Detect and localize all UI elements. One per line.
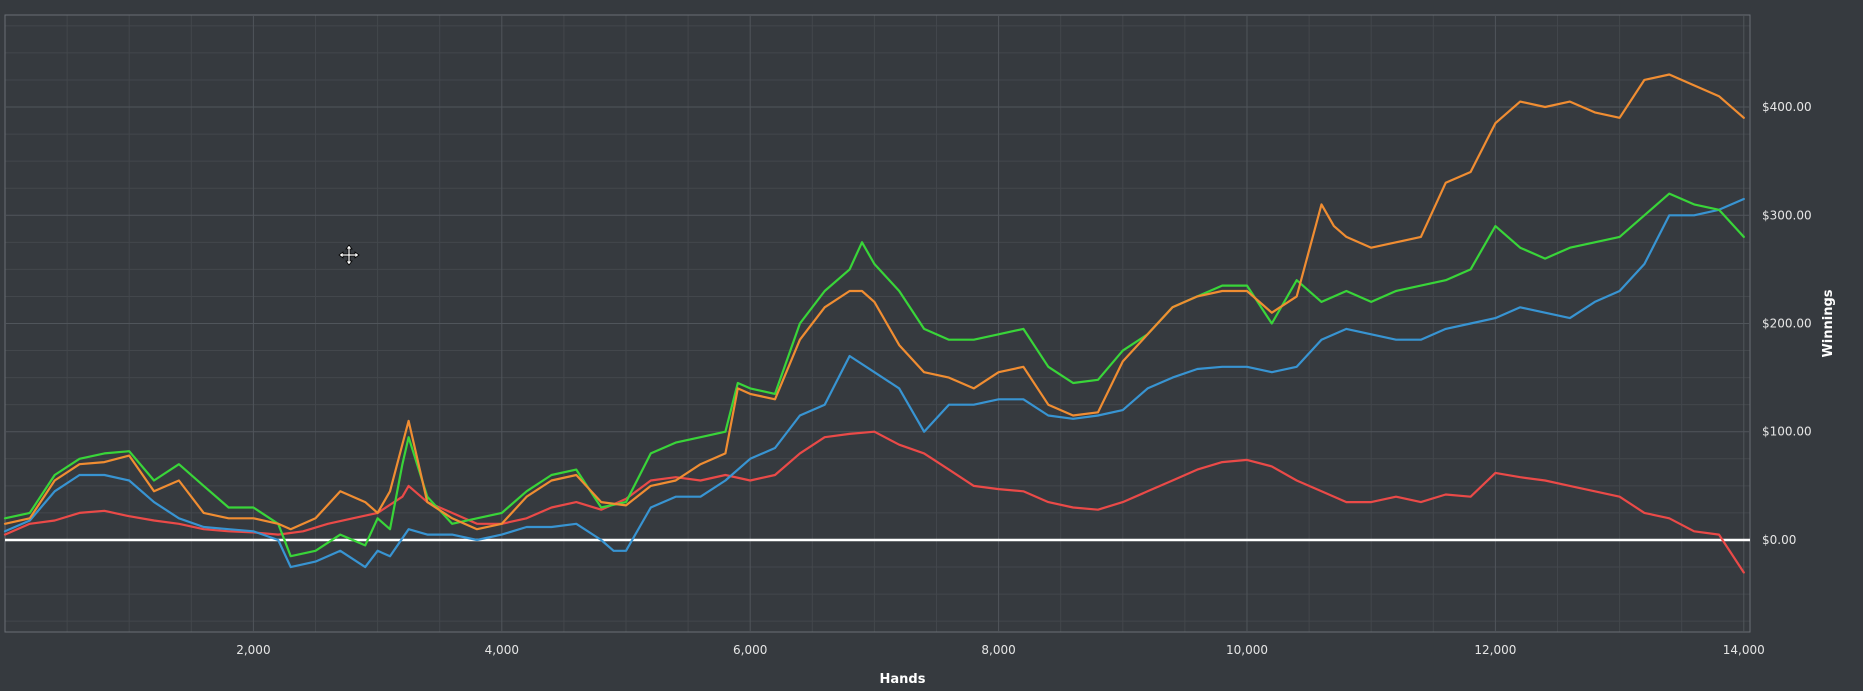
- y-axis-ticks: $0.00 $100.00 $200.00 $300.00 $400.00: [1762, 100, 1812, 547]
- x-tick-label: 14,000: [1723, 643, 1765, 657]
- series-line-1: [3, 197, 1745, 569]
- y-tick-label: $100.00: [1762, 425, 1812, 439]
- series-line-3: [3, 73, 1745, 531]
- y-axis-title: Winnings: [1821, 289, 1836, 357]
- y-tick-label: $400.00: [1762, 100, 1812, 114]
- y-tick-label: $300.00: [1762, 208, 1812, 222]
- x-axis-ticks: 2,000 4,000 6,000 8,000 10,000 12,000 14,000: [236, 643, 1765, 657]
- series-layer: [3, 73, 1745, 574]
- x-tick-label: 8,000: [981, 643, 1015, 657]
- x-tick-label: 4,000: [485, 643, 519, 657]
- x-tick-label: 6,000: [733, 643, 767, 657]
- series-line-2: [3, 192, 1745, 558]
- y-tick-label: $200.00: [1762, 317, 1812, 331]
- x-tick-label: 12,000: [1474, 643, 1516, 657]
- y-tick-label: $0.00: [1762, 533, 1796, 547]
- x-axis-title: Hands: [880, 672, 926, 687]
- x-tick-label: 10,000: [1226, 643, 1268, 657]
- series-line-0: [3, 430, 1745, 574]
- x-tick-label: 2,000: [236, 643, 270, 657]
- move-cursor-icon: [338, 244, 360, 266]
